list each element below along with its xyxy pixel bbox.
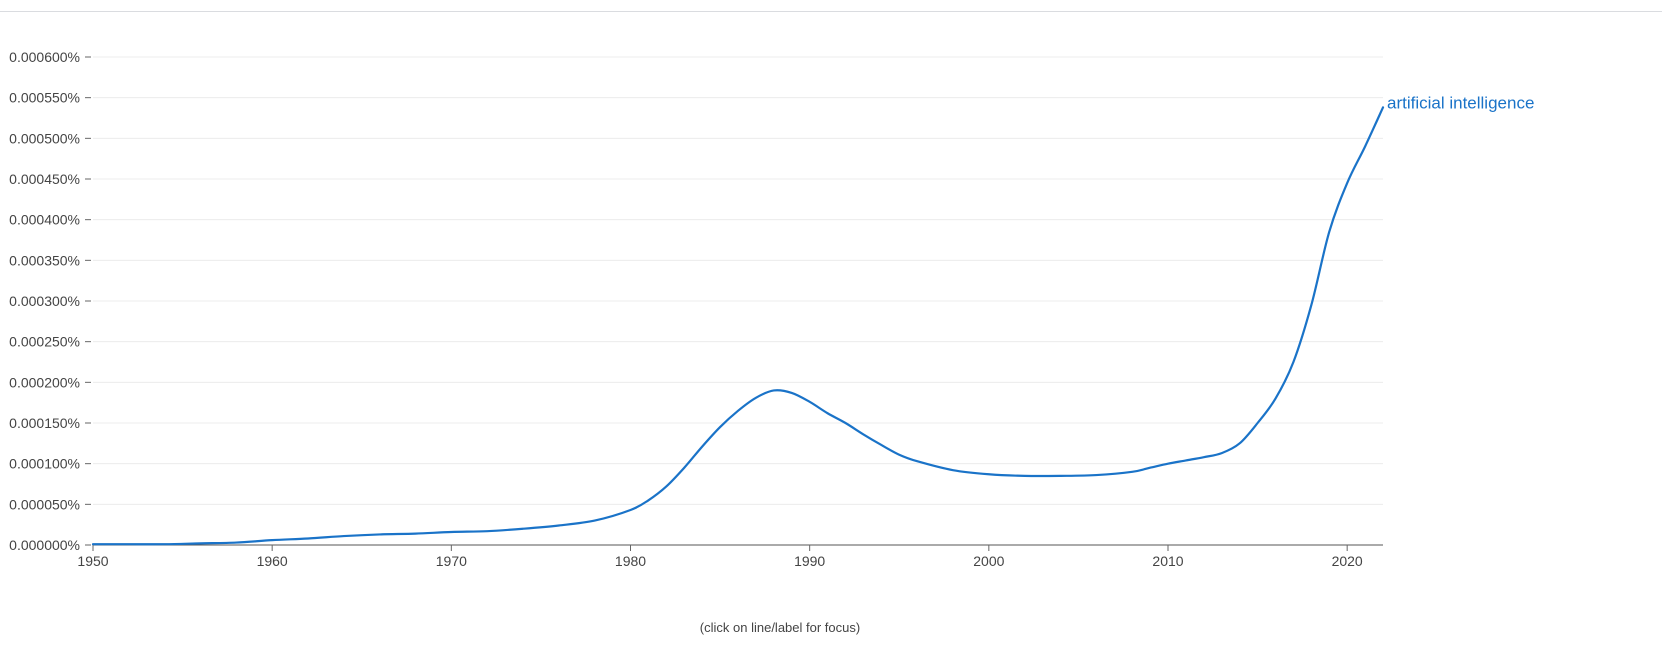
x-tick-label: 2010 — [1152, 553, 1183, 569]
y-tick-label: 0.000150% — [9, 415, 80, 431]
y-tick-label: 0.000500% — [9, 130, 80, 146]
y-tick-label: 0.000350% — [9, 252, 80, 268]
y-tick-label: 0.000450% — [9, 171, 80, 187]
focus-hint: (click on line/label for focus) — [699, 620, 861, 635]
x-tick-label: 1970 — [436, 553, 467, 569]
y-tick-label: 0.000200% — [9, 374, 80, 390]
x-tick-label: 1980 — [615, 553, 646, 569]
grid-lines — [93, 56, 1383, 505]
x-tick-label: 1960 — [257, 553, 288, 569]
y-tick-label: 0.000400% — [9, 212, 80, 228]
axes: 0.000000% 0.000050% 0.000100% 0.000150% 0.00… — [9, 49, 1383, 569]
series-layer[interactable]: artificial intelligence — [91, 93, 1534, 546]
y-tick-label: 0.000000% — [9, 537, 80, 553]
top-divider — [0, 11, 1662, 12]
y-tick-label: 0.000250% — [9, 334, 80, 350]
x-tick-label: 1990 — [794, 553, 825, 569]
y-tick-label: 0.000050% — [9, 496, 80, 512]
y-tick-label: 0.000100% — [9, 456, 80, 472]
x-tick-label: 2020 — [1332, 553, 1363, 569]
y-tick-label: 0.000600% — [9, 49, 80, 65]
series-label-artificial-intelligence[interactable]: artificial intelligence — [1387, 93, 1534, 112]
y-tick-label: 0.000550% — [9, 90, 80, 106]
ngram-chart: 0.000000% 0.000050% 0.000100% 0.000150% 0.00… — [9, 49, 1534, 569]
x-tick-label: 1950 — [77, 553, 108, 569]
y-tick-label: 0.000300% — [9, 293, 80, 309]
series-line-artificial-intelligence[interactable] — [91, 106, 1385, 546]
x-tick-label: 2000 — [973, 553, 1004, 569]
